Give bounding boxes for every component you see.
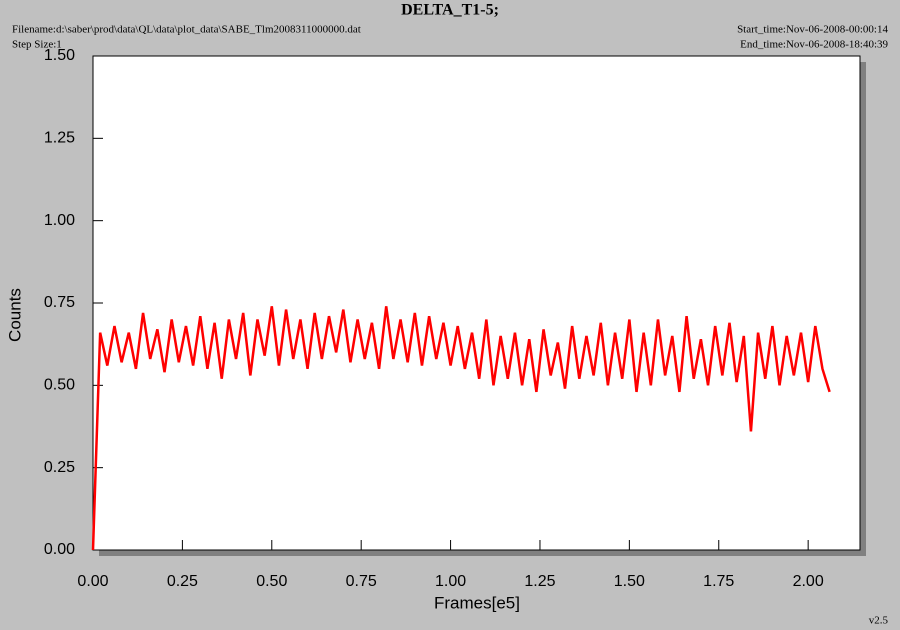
y-tick-label: 0.75 — [44, 294, 75, 311]
y-tick-label: 1.50 — [44, 47, 75, 64]
filename: Filename:d:\saber\prod\data\QL\data\plot… — [12, 24, 361, 36]
x-tick-label: 1.75 — [703, 573, 734, 590]
y-tick-label: 0.50 — [44, 377, 75, 394]
x-tick-label: 2.00 — [793, 573, 824, 590]
chart-title: DELTA_T1-5; — [401, 2, 499, 19]
x-tick-label: 0.50 — [256, 573, 287, 590]
x-tick-label: 1.25 — [524, 573, 555, 590]
version: v2.5 — [869, 615, 889, 627]
y-tick-label: 0.00 — [44, 541, 75, 558]
start-time: Start_time:Nov-06-2008-00:00:14 — [737, 24, 888, 36]
plot-area — [92, 55, 861, 551]
y-axis-label: Counts — [5, 288, 24, 342]
data-line — [91, 306, 831, 551]
x-tick-label: 1.00 — [435, 573, 466, 590]
x-tick-label: 0.25 — [167, 573, 198, 590]
y-tick-label: 1.25 — [44, 130, 75, 147]
x-tick-label: 0.00 — [77, 573, 108, 590]
step-size: Step Size:1 — [12, 39, 62, 51]
x-tick-label: 0.75 — [346, 573, 377, 590]
y-tick-label: 1.00 — [44, 212, 75, 229]
x-tick-label: 1.50 — [614, 573, 645, 590]
y-tick-label: 0.25 — [44, 459, 75, 476]
end-time: End_time:Nov-06-2008-18:40:39 — [740, 39, 888, 51]
x-axis-label: Frames[e5] — [434, 593, 520, 612]
